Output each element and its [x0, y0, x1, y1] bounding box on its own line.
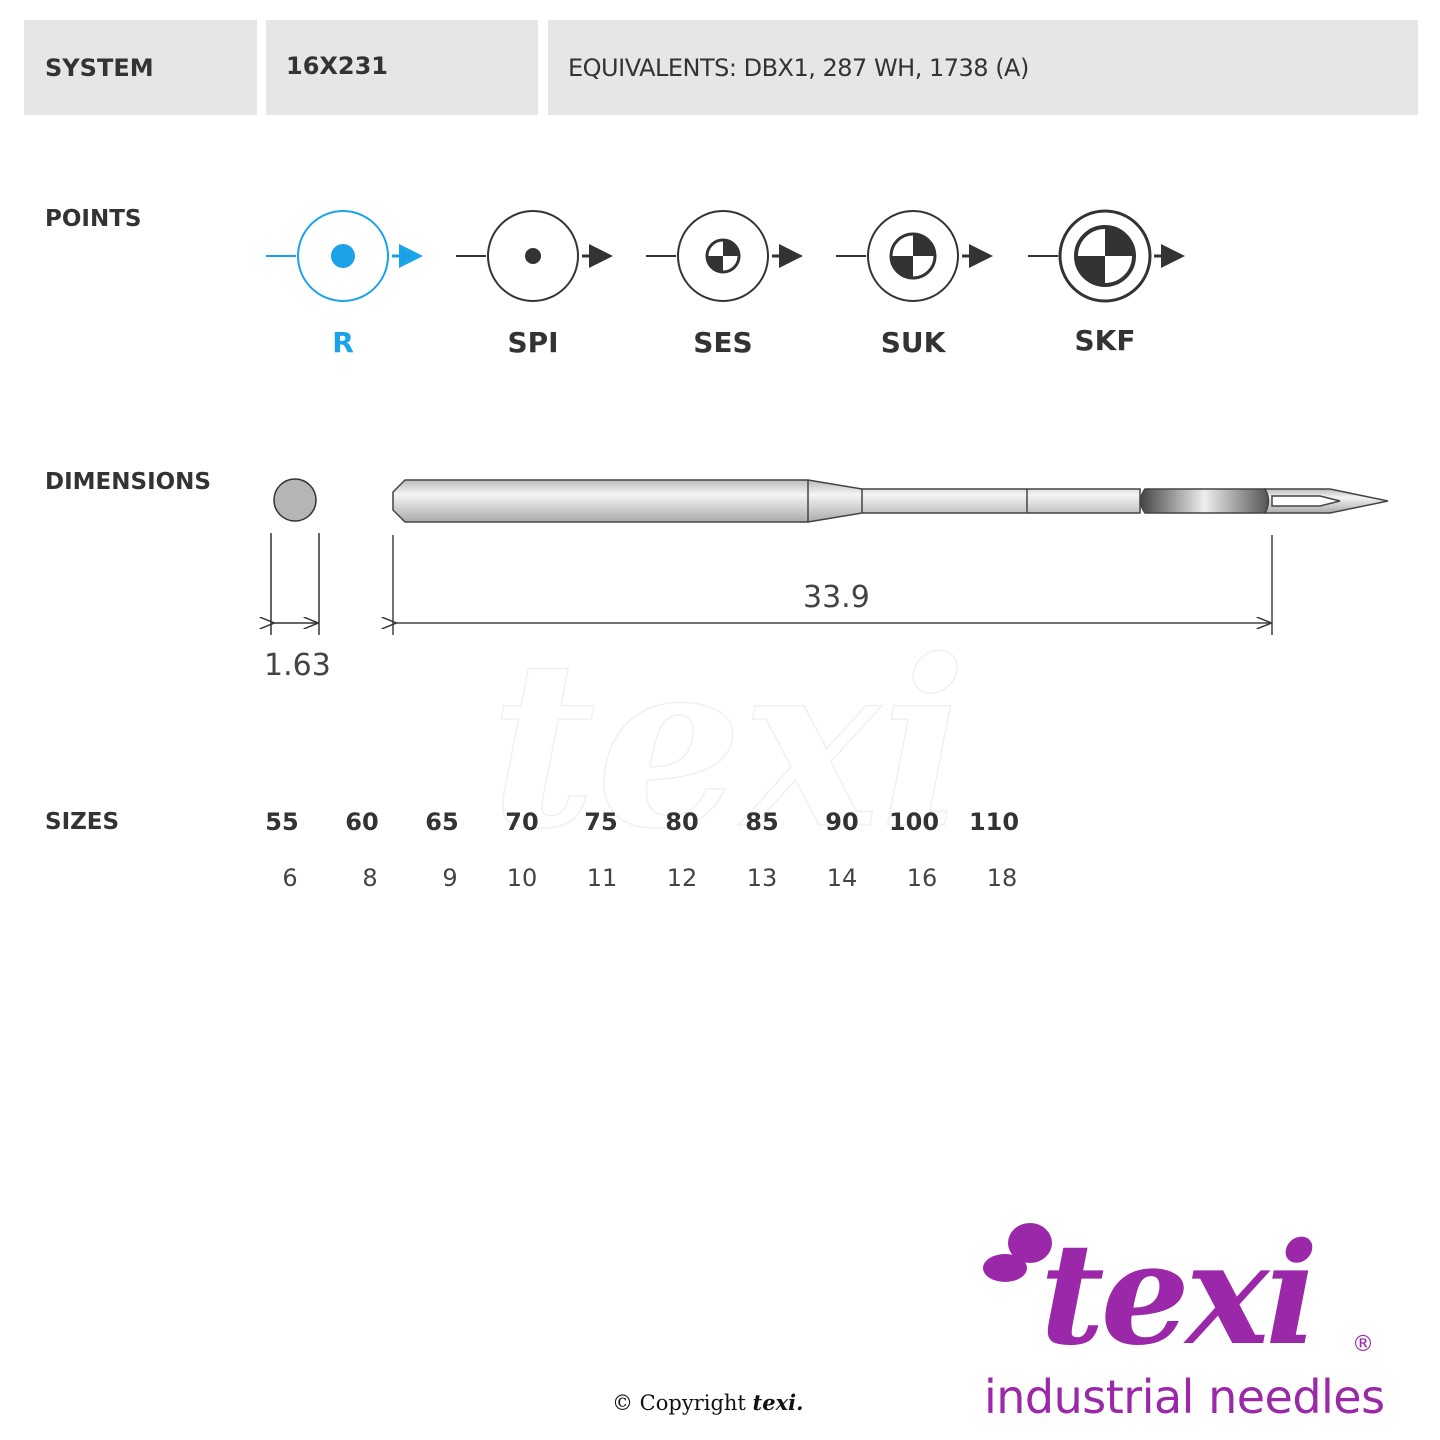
size-singer: 12 [666, 864, 698, 892]
point-ses-icon[interactable] [646, 210, 803, 302]
points-label: POINTS [45, 206, 142, 232]
point-r-label[interactable]: R [332, 326, 354, 359]
size-singer: 8 [362, 864, 378, 892]
registered-mark: ® [1352, 1332, 1374, 1357]
point-spi-label[interactable]: SPI [507, 326, 559, 359]
length-value: 33.9 [803, 580, 870, 615]
size-metric: 100 [888, 808, 940, 836]
size-metric: 85 [745, 808, 779, 836]
brand-logo-text: texi [1040, 1213, 1318, 1377]
diameter-drawing [271, 478, 320, 635]
size-singer: 16 [906, 864, 938, 892]
system-value-cell: 16X231 [266, 20, 538, 115]
size-singer: 10 [506, 864, 538, 892]
size-singer: 11 [586, 864, 618, 892]
size-metric: 80 [665, 808, 699, 836]
copyright-brand: texi. [752, 1390, 804, 1415]
sizes-label: SIZES [45, 809, 120, 835]
size-metric: 55 [265, 808, 299, 836]
point-suk-icon[interactable] [836, 210, 993, 302]
equivalents: EQUIVALENTS: DBX1, 287 WH, 1738 (A) [568, 53, 1029, 82]
point-skf-icon[interactable] [1028, 209, 1185, 303]
point-suk-label[interactable]: SUK [880, 326, 946, 359]
size-singer: 14 [826, 864, 858, 892]
size-singer: 6 [282, 864, 298, 892]
size-metric: 60 [345, 808, 379, 836]
dimensions-label: DIMENSIONS [45, 469, 211, 495]
size-metric: 70 [505, 808, 539, 836]
system-value: 16X231 [286, 51, 388, 80]
diameter-value: 1.63 [264, 648, 331, 683]
point-ses-label[interactable]: SES [693, 326, 753, 359]
size-singer: 9 [442, 864, 458, 892]
size-metric: 75 [584, 808, 618, 836]
size-singer: 18 [986, 864, 1018, 892]
point-spi-icon[interactable] [456, 210, 613, 302]
size-metric: 65 [425, 808, 459, 836]
system-label-cell: SYSTEM [24, 20, 257, 115]
copyright: © Copyright texi. [612, 1390, 803, 1415]
texi-butterfly-logo [983, 1223, 1052, 1282]
needle-drawing [393, 479, 1389, 635]
point-skf-label[interactable]: SKF [1074, 324, 1136, 357]
size-metric: 110 [968, 808, 1020, 836]
size-metric: 90 [825, 808, 859, 836]
texi-watermark: texi [489, 609, 968, 881]
size-singer: 13 [746, 864, 778, 892]
point-r-icon[interactable] [266, 210, 423, 302]
copyright-text: © Copyright [612, 1391, 746, 1415]
equivalents-cell: EQUIVALENTS: DBX1, 287 WH, 1738 (A) [548, 20, 1418, 115]
brand-tagline: industrial needles [984, 1370, 1385, 1424]
system-label: SYSTEM [45, 53, 154, 82]
